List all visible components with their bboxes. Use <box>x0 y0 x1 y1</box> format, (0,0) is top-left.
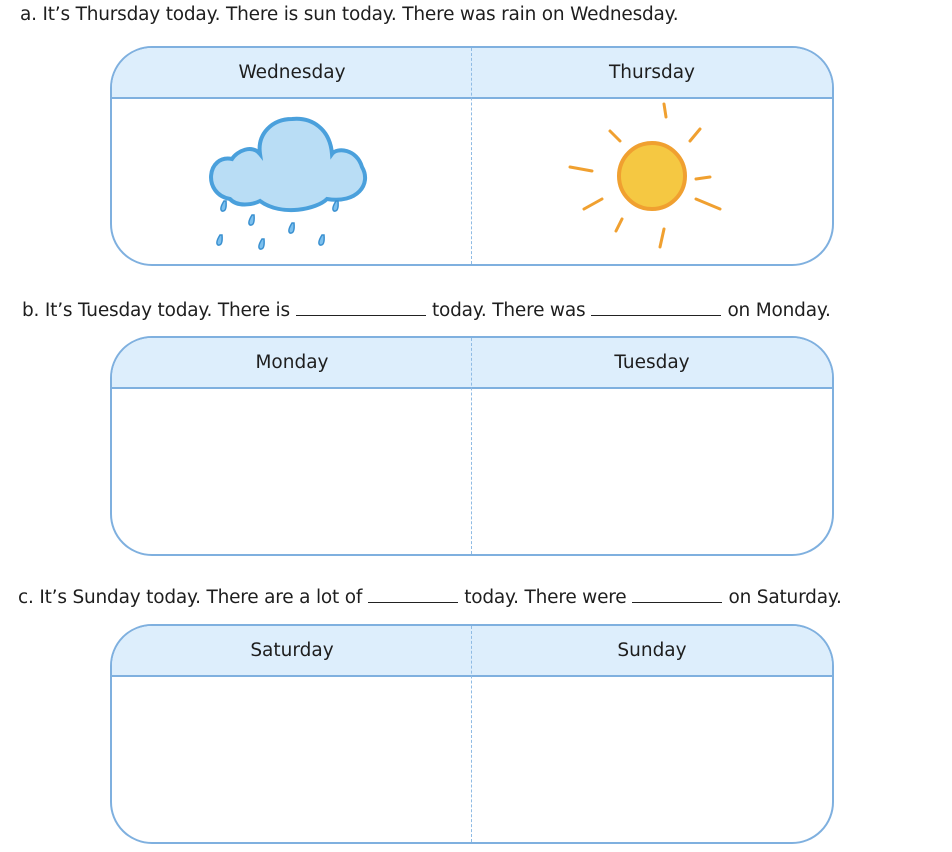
sentence-text: on Saturday. <box>728 587 842 608</box>
sentence-c: c. It’s Sunday today. There are a lot of… <box>18 587 842 608</box>
cell-wednesday <box>112 99 472 264</box>
sentence-text: on Monday. <box>727 300 831 321</box>
table-header <box>112 338 832 389</box>
sun-icon <box>568 102 722 249</box>
sentence-text: c. It’s Sunday today. There are a lot of <box>18 587 363 608</box>
drawing-cell-saturday[interactable] <box>112 677 472 842</box>
sentence-text: today. There were <box>464 587 627 608</box>
weather-table-a: Wednesday Thursday <box>110 46 834 266</box>
column-header: Monday <box>255 352 329 373</box>
sentence-b: b. It’s Tuesday today. There is today. Th… <box>22 300 831 321</box>
column-header: Wednesday <box>238 62 346 83</box>
column-header: Sunday <box>617 640 687 661</box>
column-header: Saturday <box>250 640 334 661</box>
rain-cloud-icon <box>209 116 368 250</box>
column-header: Tuesday <box>614 352 690 373</box>
weather-table-c: Saturday Sunday <box>110 624 834 844</box>
column-header: Thursday <box>608 62 696 83</box>
sentence-text: today. There was <box>431 300 586 321</box>
sentence-text: a. It’s Thursday today. There is sun tod… <box>20 4 679 25</box>
drawing-cell-monday[interactable] <box>112 389 472 554</box>
table-header <box>112 48 832 99</box>
drawing-cell-tuesday[interactable] <box>472 389 832 554</box>
sentence-a: a. It’s Thursday today. There is sun tod… <box>20 4 679 25</box>
sentence-text: b. It’s Tuesday today. There is <box>22 300 290 321</box>
answer-blank[interactable] <box>591 301 722 316</box>
answer-blank[interactable] <box>295 301 426 316</box>
drawing-cell-sunday[interactable] <box>472 677 832 842</box>
table-header <box>112 626 832 677</box>
dashed-divider <box>471 338 472 554</box>
answer-blank[interactable] <box>632 588 723 603</box>
dashed-divider <box>471 626 472 842</box>
weather-table-b: Monday Tuesday <box>110 336 834 556</box>
cell-thursday <box>472 99 832 264</box>
answer-blank[interactable] <box>368 588 459 603</box>
dashed-divider <box>471 48 472 264</box>
